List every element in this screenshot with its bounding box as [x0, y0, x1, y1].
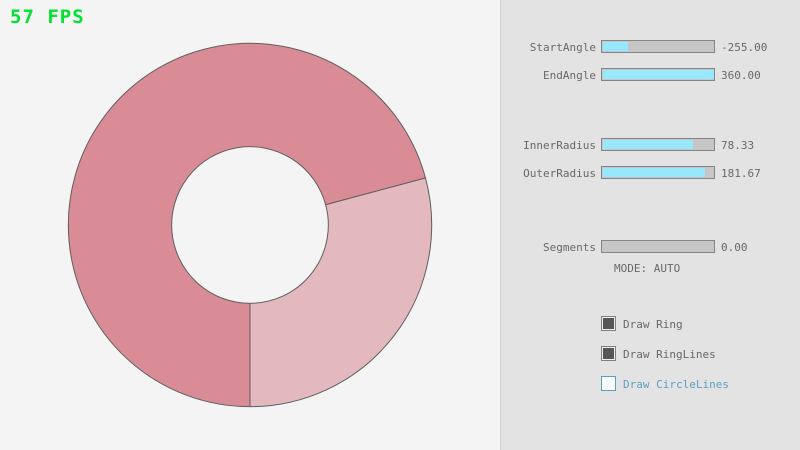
ring-group [67, 42, 433, 408]
end-angle-slider-fill [603, 70, 714, 79]
ring-canvas [67, 42, 433, 408]
start-angle-label: StartAngle [529, 41, 596, 54]
draw-ring-checkbox[interactable] [601, 316, 616, 331]
draw-circlelines-checkbox[interactable] [601, 376, 616, 391]
inner-radius-label: InnerRadius [523, 139, 596, 152]
checkbox-row-draw-circlelines: Draw CircleLines [501, 376, 800, 392]
start-angle-slider[interactable] [601, 40, 715, 53]
segments-value: 0.00 [721, 241, 748, 254]
outer-radius-label: OuterRadius [523, 167, 596, 180]
draw-ring-label: Draw Ring [623, 318, 683, 331]
draw-ringlines-checkbox[interactable] [601, 346, 616, 361]
segments-slider[interactable] [601, 240, 715, 253]
end-angle-slider[interactable] [601, 68, 715, 81]
slider-row-end-angle: EndAngle 360.00 [501, 68, 800, 82]
slider-row-start-angle: StartAngle -255.00 [501, 40, 800, 54]
fps-counter: 57 FPS [10, 6, 85, 28]
draw-ringlines-label: Draw RingLines [623, 348, 716, 361]
ring-segment-double-pass [67, 42, 427, 408]
outer-radius-slider[interactable] [601, 166, 715, 179]
slider-row-segments: Segments 0.00 [501, 240, 800, 254]
start-angle-slider-fill [603, 42, 628, 51]
inner-radius-slider[interactable] [601, 138, 715, 151]
slider-row-outer-radius: OuterRadius 181.67 [501, 166, 800, 180]
outer-radius-value: 181.67 [721, 167, 761, 180]
draw-circlelines-label: Draw CircleLines [623, 378, 729, 391]
checkbox-row-draw-ringlines: Draw RingLines [501, 346, 800, 362]
slider-row-inner-radius: InnerRadius 78.33 [501, 138, 800, 152]
end-angle-label: EndAngle [543, 69, 596, 82]
start-angle-value: -255.00 [721, 41, 768, 54]
segments-label: Segments [543, 241, 596, 254]
end-angle-value: 360.00 [721, 69, 761, 82]
inner-radius-slider-fill [603, 140, 693, 149]
ring-segment-single-pass [249, 177, 433, 408]
control-panel: StartAngle -255.00 EndAngle 360.00 Inner… [500, 0, 800, 450]
inner-radius-value: 78.33 [721, 139, 755, 152]
segments-mode-text: MODE: AUTO [614, 262, 681, 275]
checkbox-row-draw-ring: Draw Ring [501, 316, 800, 332]
outer-radius-slider-fill [603, 168, 705, 177]
